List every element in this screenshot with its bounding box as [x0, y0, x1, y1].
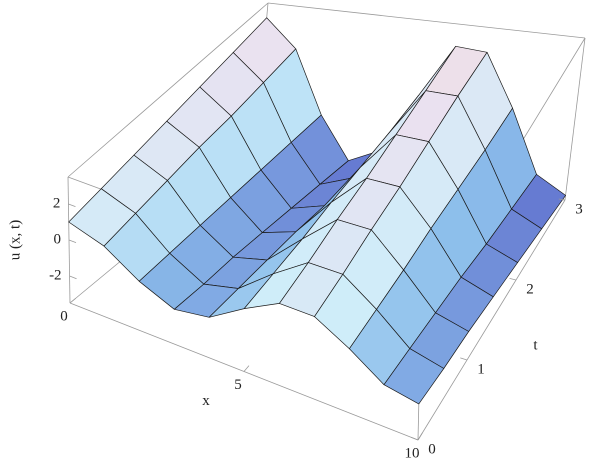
y-tick-label: 1 [477, 361, 485, 377]
z-tick-label: 0 [54, 231, 62, 247]
surface-patch [383, 348, 445, 405]
y-tick-label: 3 [575, 201, 583, 217]
x-axis-label: x [202, 393, 210, 409]
x-tick [243, 365, 250, 372]
x-tick-label: 5 [234, 377, 242, 393]
box-edge [267, 2, 586, 39]
x-tick-label: 0 [60, 308, 68, 324]
z-tick-label: -2 [49, 267, 62, 283]
axes: 0 5 10 0 1 2 3 -2 0 2 x t u (x, t) [7, 195, 582, 461]
surface [68, 17, 566, 405]
y-tick-label: 2 [526, 281, 534, 297]
x-tick-label: 10 [405, 445, 420, 461]
y-tick [558, 198, 566, 201]
z-tick [68, 203, 76, 208]
x-tick [69, 298, 76, 304]
box-edge [564, 37, 586, 201]
y-tick [509, 278, 517, 281]
y-tick [410, 436, 419, 441]
box-edge [417, 199, 566, 441]
z-tick-label: 2 [53, 195, 61, 211]
y-tick [460, 357, 468, 361]
y-axis-label: t [533, 337, 538, 353]
box-edge [67, 2, 269, 178]
y-tick-label: 0 [428, 441, 436, 457]
x-tick [417, 432, 423, 441]
z-axis-label: u (x, t) [7, 220, 23, 260]
z-tick [69, 275, 77, 280]
z-tick [68, 239, 77, 244]
